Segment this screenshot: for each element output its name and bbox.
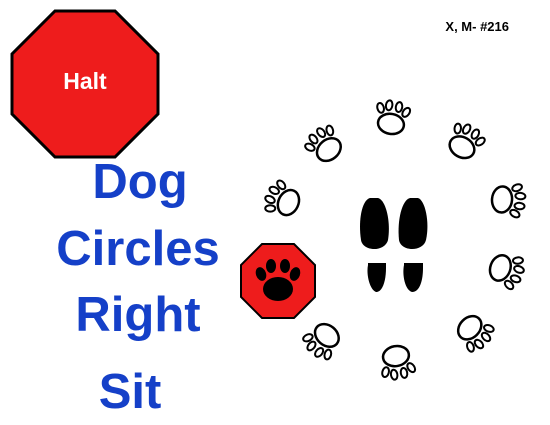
title-line-dog: Dog [92,155,188,209]
paw-print-4 [440,117,491,167]
paw-print-7 [448,306,501,359]
paw-stop-sign [240,243,316,319]
title-line-circles: Circles [56,222,220,276]
stop-octagon-icon [10,9,160,159]
paw-print-10 [235,176,280,223]
paw-in-stop-sign-icon [240,243,316,319]
paw-print-9 [297,314,349,366]
halt-label: Halt [63,67,107,94]
paw-print-5 [489,179,528,221]
title-line-right: Right [75,288,201,342]
paw-print-6 [483,246,530,294]
title-line-sit: Sit [98,365,162,419]
sign-code: X, M- #216 [445,19,509,34]
paw-print-1 [370,96,414,139]
paw-print-2 [299,119,351,171]
handler-footprints-icon [360,198,428,292]
paw-print-8 [375,341,419,384]
halt-stop-sign: Halt [10,9,160,159]
